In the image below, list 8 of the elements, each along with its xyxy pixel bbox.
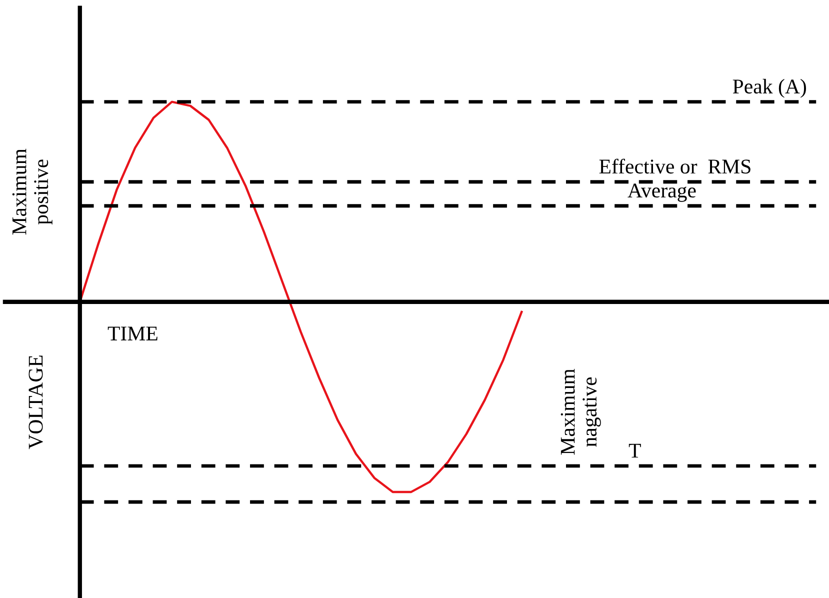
y-axis-title: VOLTAGE [28,356,43,450]
text: Maximum positive [12,148,52,235]
ref-line-label: Peak (A) [732,78,806,98]
x-axis-title: TIME [108,326,158,340]
annotation: Maximum nagative [560,368,601,455]
ref-line-label: T [628,444,641,458]
ref-line-label: Effective or RMS [599,158,750,174]
ref-line-label: Average [628,184,696,202]
